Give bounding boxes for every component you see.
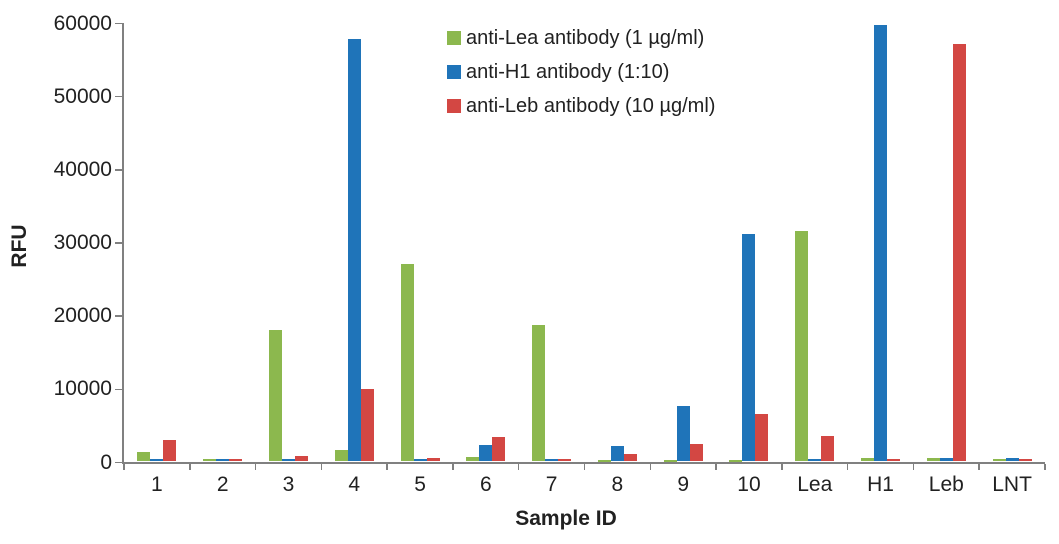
- x-tick: [517, 464, 520, 470]
- y-tick-label: 20000: [53, 304, 112, 328]
- bar: [808, 459, 822, 462]
- x-axis-title: Sample ID: [515, 507, 617, 530]
- x-tick-label: 8: [611, 473, 624, 496]
- legend: anti-Lea antibody (1 µg/ml) anti-H1 antib…: [447, 21, 715, 123]
- y-tick-label: 0: [100, 450, 112, 474]
- bar: [623, 454, 637, 462]
- x-tick: [386, 464, 388, 470]
- y-tick-label: 60000: [53, 11, 112, 35]
- y-tick: [115, 22, 122, 25]
- x-axis-line: [121, 461, 1045, 464]
- bar: [755, 413, 769, 462]
- bar: [887, 458, 901, 462]
- x-tick-label: 4: [348, 473, 361, 496]
- bar: [163, 440, 177, 462]
- x-tick-label: H1: [867, 473, 894, 496]
- x-tick: [781, 464, 783, 470]
- x-tick-label: Leb: [928, 473, 964, 496]
- y-tick-label: 30000: [53, 231, 112, 254]
- x-tick: [715, 464, 717, 470]
- bar: [610, 446, 624, 462]
- legend-item-label: anti-Lea antibody (1 µg/ml): [466, 26, 705, 49]
- bar: [663, 460, 677, 462]
- y-tick: [115, 315, 122, 317]
- y-tick-label: 10000: [53, 377, 112, 401]
- x-tick-label: 3: [282, 473, 295, 496]
- x-tick-label: 2: [216, 473, 229, 496]
- legend-swatch: [447, 65, 461, 79]
- bar: [203, 459, 217, 462]
- bar: [532, 325, 546, 462]
- bar: [150, 459, 164, 462]
- bar: [347, 38, 361, 462]
- x-tick-label: LNT: [992, 473, 1032, 496]
- bar: [492, 437, 506, 462]
- bar: [874, 24, 888, 462]
- bar: [558, 459, 572, 462]
- bar: [334, 449, 348, 462]
- x-tick: [583, 464, 586, 470]
- bar: [821, 435, 835, 462]
- x-tick: [978, 464, 980, 470]
- x-tick: [320, 464, 323, 470]
- x-tick-label: 1: [151, 473, 163, 496]
- x-tick-label: 7: [545, 473, 558, 496]
- bar: [466, 457, 480, 462]
- bar: [413, 459, 427, 462]
- y-axis-line: [121, 22, 124, 464]
- x-tick-label: 5: [414, 473, 426, 496]
- y-tick: [115, 95, 122, 98]
- bar: [1005, 457, 1019, 462]
- bar: [216, 458, 230, 462]
- x-tick-label: Lea: [797, 473, 833, 496]
- bar: [426, 457, 440, 462]
- bar: [729, 460, 743, 462]
- x-tick: [123, 464, 125, 470]
- bar: [545, 459, 559, 462]
- bar: [597, 460, 611, 462]
- bar: [479, 445, 493, 462]
- legend-item-label: anti-H1 antibody (1:10): [466, 60, 670, 83]
- bar: [939, 457, 953, 462]
- y-tick-label: 40000: [53, 157, 112, 181]
- bar: [926, 457, 940, 462]
- bar: [742, 233, 756, 462]
- x-tick: [452, 464, 454, 470]
- x-tick-label: 6: [479, 473, 492, 496]
- bar: [229, 458, 243, 462]
- x-tick: [254, 464, 257, 470]
- y-tick: [115, 169, 122, 171]
- bar: [360, 389, 374, 462]
- legend-item: anti-H1 antibody (1:10): [447, 55, 715, 89]
- y-tick: [115, 461, 122, 464]
- legend-swatch: [447, 99, 461, 113]
- legend-item-label: anti-Leb antibody (10 µg/ml): [466, 94, 716, 117]
- x-tick: [189, 464, 191, 470]
- x-tick: [846, 464, 849, 470]
- y-tick-label: 50000: [53, 84, 112, 108]
- x-tick-label: 10: [737, 473, 761, 496]
- bar: [281, 459, 295, 462]
- bar: [689, 443, 703, 462]
- legend-item: anti-Lea antibody (1 µg/ml): [447, 21, 715, 55]
- legend-swatch: [447, 31, 461, 45]
- x-tick-label: 9: [677, 473, 690, 496]
- y-tick: [115, 242, 122, 244]
- bar: [992, 458, 1006, 462]
- bar: [861, 457, 875, 462]
- legend-item: anti-Leb antibody (10 µg/ml): [447, 89, 715, 123]
- x-tick: [649, 464, 652, 470]
- bar: [795, 231, 809, 462]
- y-tick: [115, 388, 122, 391]
- bar: [137, 451, 151, 462]
- x-tick: [1044, 464, 1046, 470]
- bar: [1018, 458, 1032, 462]
- x-tick: [912, 464, 915, 470]
- bar: [952, 44, 966, 462]
- bar: [268, 329, 282, 462]
- bar: [676, 405, 690, 462]
- bar: [294, 455, 308, 462]
- bar: [400, 263, 414, 462]
